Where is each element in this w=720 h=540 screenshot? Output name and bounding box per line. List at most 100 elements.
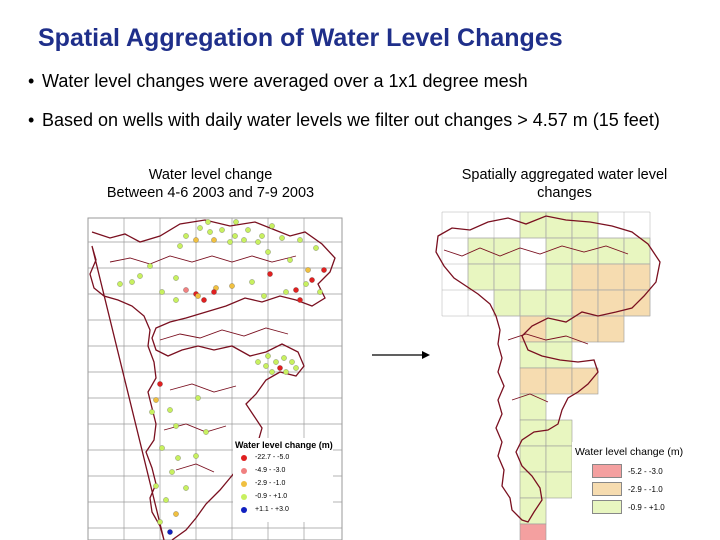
data-point [193, 453, 199, 459]
data-point [183, 485, 189, 491]
data-point [297, 297, 303, 303]
legend-swatch [592, 464, 622, 478]
left-map-caption: Water level change Between 4-6 2003 and … [88, 166, 333, 202]
data-point [153, 483, 159, 489]
bullet-1-text: Water level changes were averaged over a… [42, 71, 528, 91]
data-point [259, 233, 265, 239]
bullet-2: • Based on wells with daily water levels… [28, 109, 688, 132]
data-point [317, 289, 323, 295]
data-point [269, 223, 275, 229]
data-point [289, 359, 295, 365]
data-point [255, 359, 261, 365]
grid-cell [519, 341, 547, 369]
left-map-legend: Water level change (m) -22.7 - -5.0 -4.9… [233, 438, 333, 522]
grid-cell [519, 315, 547, 343]
data-point [293, 365, 299, 371]
left-legend-item: -22.7 - -5.0 [241, 454, 289, 461]
data-point [297, 237, 303, 243]
data-point [167, 529, 173, 535]
legend-swatch [241, 493, 247, 500]
data-point [183, 233, 189, 239]
right-map-legend: Water level change (m) -5.2 - -3.0 -2.9 … [572, 442, 712, 518]
left-legend-item: -4.9 - -3.0 [241, 467, 285, 474]
data-point [183, 287, 189, 293]
legend-label: -0.9 - +1.0 [255, 493, 288, 500]
right-map-boundary-detail [443, 245, 629, 403]
arrow-head [422, 351, 430, 359]
data-point [273, 359, 279, 365]
data-point [173, 275, 179, 281]
grid-cell [519, 471, 547, 499]
grid-cell [519, 523, 547, 540]
grid-cell [571, 367, 599, 395]
grid-cell [545, 289, 573, 317]
right-legend-item: -0.9 - +1.0 [592, 500, 665, 514]
grid-cell [571, 237, 599, 265]
data-point [195, 395, 201, 401]
data-point [287, 257, 293, 263]
right-caption-line-2: changes [537, 185, 592, 201]
data-point [245, 227, 251, 233]
grid-cell [597, 315, 625, 343]
data-point [175, 455, 181, 461]
data-point [255, 239, 261, 245]
right-map-caption: Spatially aggregated water level changes [432, 166, 697, 202]
data-point [305, 267, 311, 273]
slide-title: Spatial Aggregation of Water Level Chang… [38, 24, 563, 52]
data-point [249, 279, 255, 285]
data-point [321, 267, 327, 273]
legend-swatch [241, 467, 247, 474]
data-point [169, 469, 175, 475]
grid-cell [545, 237, 573, 265]
right-map [435, 211, 661, 540]
data-point [153, 397, 159, 403]
grid-cell [545, 445, 573, 473]
data-point [283, 369, 289, 375]
grid-cell [519, 497, 547, 525]
bullet-dot: • [28, 71, 35, 91]
left-legend-item: -0.9 - +1.0 [241, 493, 287, 500]
legend-swatch [592, 500, 622, 514]
right-legend-title: Water level change (m) [575, 446, 684, 458]
data-point [229, 283, 235, 289]
grid-cell [571, 263, 599, 291]
right-map-grid-cells [441, 211, 651, 540]
data-point [163, 497, 169, 503]
data-point [149, 409, 155, 415]
legend-swatch [241, 480, 247, 487]
data-point [177, 243, 183, 249]
data-point [277, 365, 283, 371]
grid-cell [545, 367, 573, 395]
legend-label: -22.7 - -5.0 [255, 454, 290, 461]
grid-cell [597, 263, 625, 291]
data-point [203, 429, 209, 435]
grid-cell [493, 237, 521, 265]
data-point [129, 279, 135, 285]
data-point [195, 293, 201, 299]
data-point [173, 423, 179, 429]
bullet-1: • Water level changes were averaged over… [28, 70, 688, 93]
legend-label: -5.2 - -3.0 [628, 466, 663, 476]
grid-cell [545, 419, 573, 447]
left-legend-title: Water level change (m) [235, 440, 333, 450]
legend-label: +1.1 - +3.0 [255, 506, 289, 513]
left-legend-item: +1.1 - +3.0 [241, 506, 289, 513]
legend-label: -4.9 - -3.0 [255, 467, 286, 474]
bullet-dot: • [28, 110, 35, 130]
grid-cell [571, 315, 599, 343]
grid-cell [519, 393, 547, 421]
data-point [207, 229, 213, 235]
data-point [265, 249, 271, 255]
data-point [313, 245, 319, 251]
right-legend-item: -2.9 - -1.0 [592, 482, 663, 496]
data-point [261, 293, 267, 299]
data-point [167, 407, 173, 413]
left-caption-line-1: Water level change [148, 167, 273, 183]
data-point [211, 237, 217, 243]
grid-cell [545, 263, 573, 291]
data-point [241, 237, 247, 243]
legend-label: -0.9 - +1.0 [628, 502, 665, 512]
data-point [159, 289, 165, 295]
grid-cell [571, 211, 599, 239]
transform-arrow [372, 351, 430, 359]
